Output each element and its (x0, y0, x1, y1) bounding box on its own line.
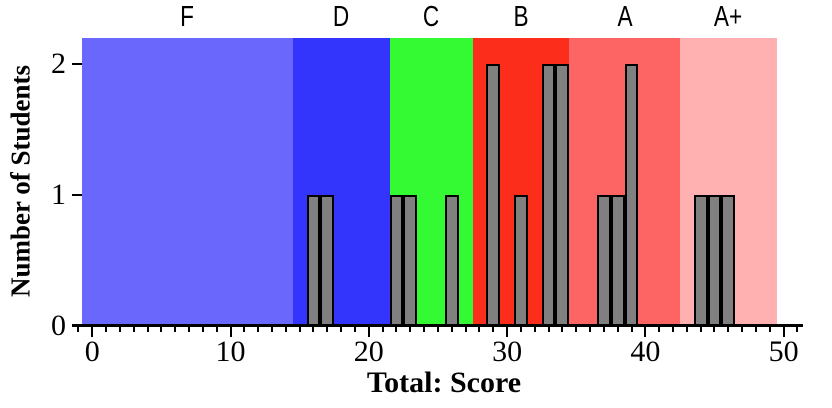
x-axis-minor-tick (118, 327, 121, 332)
x-axis-minor-tick (326, 327, 329, 332)
histogram-bar (721, 195, 736, 326)
grade-band-label: A+ (714, 1, 743, 33)
x-axis-minor-tick (630, 327, 633, 332)
y-axis-tick (72, 324, 82, 327)
histogram-bar (306, 195, 321, 326)
x-axis-minor-tick (533, 327, 536, 332)
histogram-bar (693, 195, 708, 326)
x-axis-minor-tick (409, 327, 412, 332)
x-axis-minor-tick (298, 327, 301, 332)
x-axis-minor-tick (436, 327, 439, 332)
histogram-bar (403, 195, 418, 326)
grade-band-f (82, 38, 293, 326)
histogram-bar (389, 195, 404, 326)
y-tick-label: 0 (51, 309, 66, 342)
plot-area (82, 38, 803, 326)
x-axis-minor-tick (423, 327, 426, 332)
y-axis-tick (72, 193, 82, 197)
x-axis-minor-tick (768, 327, 771, 332)
x-axis-minor-tick (547, 327, 550, 332)
x-axis-minor-tick (658, 327, 661, 332)
x-axis-minor-tick (105, 327, 108, 332)
y-axis-title: Number of Students (5, 64, 36, 298)
x-axis-minor-tick (243, 327, 246, 332)
x-axis-minor-tick (561, 327, 564, 332)
x-axis-minor-tick (188, 327, 191, 332)
x-axis-minor-tick (160, 327, 163, 332)
x-tick-label: 40 (630, 335, 661, 368)
y-tick-label: 2 (51, 47, 66, 81)
x-axis-minor-tick (174, 327, 177, 332)
histogram-bar (541, 64, 556, 326)
x-axis-major-tick (644, 327, 647, 337)
y-axis-tick (72, 62, 82, 66)
x-axis-minor-tick (215, 327, 218, 332)
x-tick-label: 20 (353, 335, 384, 368)
x-axis-minor-tick (492, 327, 495, 332)
x-axis-minor-tick (741, 327, 744, 332)
histogram-bar (610, 195, 625, 326)
x-tick-label: 0 (84, 335, 100, 368)
x-axis-minor-tick (340, 327, 343, 332)
x-axis-minor-tick (796, 327, 799, 332)
x-axis-minor-tick (519, 327, 522, 332)
histogram-bar (596, 195, 611, 326)
histogram-bar (624, 64, 639, 326)
x-axis-minor-tick (589, 327, 592, 332)
x-axis-minor-tick (77, 327, 80, 332)
histogram-bar (444, 195, 459, 326)
x-axis-major-tick (506, 327, 509, 337)
x-axis-minor-tick (478, 327, 481, 332)
histogram-bar (555, 64, 570, 326)
x-axis-minor-tick (146, 327, 149, 332)
grade-band-label: D (332, 1, 350, 33)
x-axis-minor-tick (602, 327, 605, 332)
x-axis-minor-tick (464, 327, 467, 332)
x-axis-minor-tick (257, 327, 260, 332)
x-axis-major-tick (91, 327, 94, 337)
x-axis-minor-tick (450, 327, 453, 332)
x-tick-label: 10 (215, 335, 246, 368)
x-axis-minor-tick (575, 327, 578, 332)
x-axis-minor-tick (395, 327, 398, 332)
x-axis-major-tick (782, 327, 785, 337)
grade-band-label: B (513, 1, 529, 33)
y-tick-label: 1 (51, 178, 66, 212)
x-tick-label: 30 (492, 335, 523, 368)
histogram-bar (513, 195, 528, 326)
x-axis-minor-tick (132, 327, 135, 332)
x-axis-minor-tick (685, 327, 688, 332)
x-axis-minor-tick (270, 327, 273, 332)
x-axis-minor-tick (727, 327, 730, 332)
grade-band-label: A (617, 1, 633, 33)
histogram-bar (486, 64, 501, 326)
grade-band-label: F (180, 1, 195, 33)
x-axis-major-tick (367, 327, 370, 337)
x-axis-minor-tick (699, 327, 702, 332)
histogram-bar (320, 195, 335, 326)
x-axis-line (72, 324, 803, 327)
grade-band-label: C (422, 1, 440, 33)
histogram-bar (707, 195, 722, 326)
x-axis-title: Total: Score (366, 366, 522, 399)
x-axis-major-tick (229, 327, 232, 337)
x-axis-minor-tick (381, 327, 384, 332)
x-axis-minor-tick (353, 327, 356, 332)
x-axis-minor-tick (713, 327, 716, 332)
x-axis-minor-tick (754, 327, 757, 332)
x-tick-label: 50 (768, 335, 799, 368)
x-axis-minor-tick (284, 327, 287, 332)
x-axis-minor-tick (672, 327, 674, 332)
x-axis-minor-tick (616, 327, 619, 332)
x-axis-minor-tick (312, 327, 315, 332)
x-axis-minor-tick (201, 327, 204, 332)
